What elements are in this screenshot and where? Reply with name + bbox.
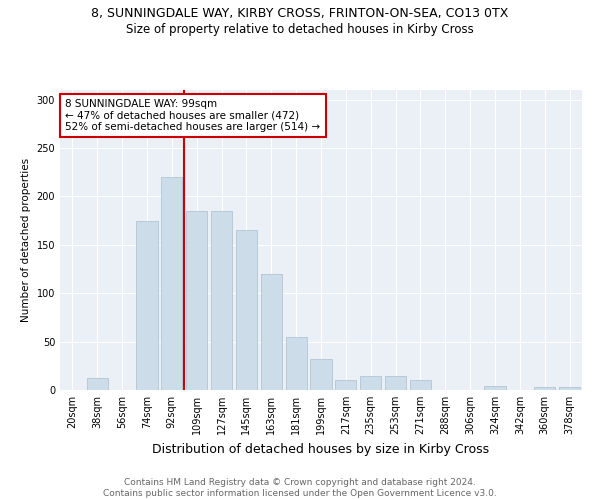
Bar: [410, 380, 431, 390]
Bar: [360, 376, 381, 390]
Bar: [87, 378, 108, 390]
Bar: [261, 274, 282, 390]
Bar: [211, 211, 232, 390]
Text: 8 SUNNINGDALE WAY: 99sqm
← 47% of detached houses are smaller (472)
52% of semi-: 8 SUNNINGDALE WAY: 99sqm ← 47% of detach…: [65, 99, 320, 132]
Bar: [484, 386, 506, 390]
Bar: [385, 376, 406, 390]
Bar: [286, 337, 307, 390]
Text: Contains HM Land Registry data © Crown copyright and database right 2024.
Contai: Contains HM Land Registry data © Crown c…: [103, 478, 497, 498]
Text: Distribution of detached houses by size in Kirby Cross: Distribution of detached houses by size …: [152, 442, 490, 456]
Bar: [534, 387, 555, 390]
Bar: [161, 177, 182, 390]
Y-axis label: Number of detached properties: Number of detached properties: [21, 158, 31, 322]
Bar: [335, 380, 356, 390]
Text: Size of property relative to detached houses in Kirby Cross: Size of property relative to detached ho…: [126, 22, 474, 36]
Bar: [136, 220, 158, 390]
Bar: [236, 230, 257, 390]
Text: 8, SUNNINGDALE WAY, KIRBY CROSS, FRINTON-ON-SEA, CO13 0TX: 8, SUNNINGDALE WAY, KIRBY CROSS, FRINTON…: [91, 8, 509, 20]
Bar: [559, 387, 580, 390]
Bar: [310, 359, 332, 390]
Bar: [186, 211, 207, 390]
